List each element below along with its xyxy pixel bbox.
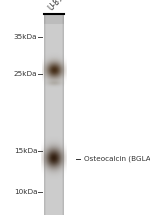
Text: 35kDa: 35kDa	[14, 34, 37, 40]
Text: 10kDa: 10kDa	[14, 189, 37, 195]
Text: U-87MG: U-87MG	[47, 0, 75, 12]
Text: Osteocalcin (BGLAP): Osteocalcin (BGLAP)	[84, 155, 150, 162]
Text: 25kDa: 25kDa	[14, 71, 37, 77]
Text: 15kDa: 15kDa	[14, 148, 37, 155]
